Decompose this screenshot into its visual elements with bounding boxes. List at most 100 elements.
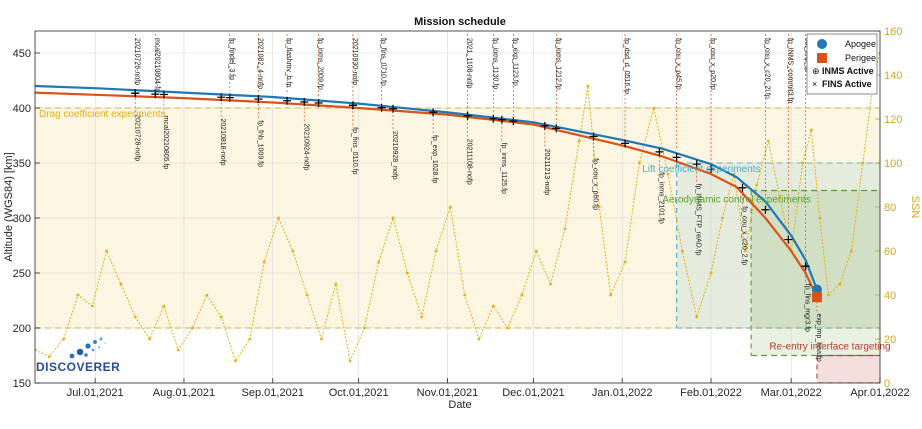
y2-tick-label-2: 40 [884,290,896,302]
activity-marker-14 [707,165,715,174]
ssn-point-46 [680,249,684,253]
activity-marker-31 [692,160,701,169]
lower-label-9: fp_inms_1125.fp [500,143,507,194]
ssn-point-11 [191,326,194,330]
activity-marker-30 [655,147,664,156]
discoverer-logo: DISCOVERER [36,337,120,374]
ssn-point-35 [534,249,538,253]
ssn-point-29 [448,205,452,209]
ssn-point-22 [348,359,352,363]
region-labels: Drag coefficient experiments Lift coeffic… [39,109,891,353]
x-tick-label-7: Feb.01,2022 [680,387,742,399]
activity-marker-16 [784,235,793,244]
x-tick-label-4: Nov.01,2021 [417,387,479,399]
activity-marker-23 [348,101,357,110]
ssn-point-34 [520,293,524,297]
activity-marker-4 [283,96,292,105]
activity-marker-18 [131,89,140,98]
region-3-fill [816,355,880,383]
ssn-point-18 [291,249,295,253]
y2-tick-label-6: 120 [884,114,902,126]
ssn-point-9 [162,304,166,308]
lower-label-13: fp_INMS_FTP_reAD.fp [695,184,702,256]
lower-label-2: 20210818-nofp [219,118,226,165]
activity-marker-9 [489,114,498,123]
ssn-point-52 [755,183,759,187]
ssn-point-27 [420,315,424,319]
upper-label-6: 20210930-nofp [351,38,358,85]
y2-tick-label-8: 160 [884,26,902,38]
legend-apogee-label: Apogee [845,39,876,49]
ssn-point-44 [652,106,656,110]
plot-frame [34,30,881,384]
activity-marker-21 [254,95,263,104]
upper-label-16: fp_INMS_commit3.fp [786,38,793,103]
ssn-point-7 [133,315,137,319]
region-2-label: Aerodynamic control experiments [662,195,810,206]
ssn-point-59 [827,293,830,297]
ssn-point-40 [597,205,601,209]
ssn-point-16 [262,260,266,264]
perigee-endpoint [811,292,822,303]
lower-label-14: fp_cou_x_c20_2.fp [741,206,748,265]
ssn-point-13 [219,315,223,319]
y2-tick-label-3: 60 [884,246,896,258]
ssn-point-23 [363,326,366,330]
chart-title: Mission schedule [414,16,506,28]
apogee-endpoint [811,284,822,295]
activity-marker-11 [552,124,561,133]
legend-apogee-marker [817,39,827,49]
legend-fins-label: FINS Active [822,79,872,89]
lower-label-0: 20210728-nofp [133,114,140,161]
y2-tick-label-5: 100 [884,158,902,170]
ssn-point-58 [818,216,822,220]
lower-label-5: fp_fins_0110.fp [351,127,358,174]
y2-tick-label-7: 140 [884,70,902,82]
activity-marker-27 [497,115,506,124]
activity-marker-13 [672,153,681,162]
y-tick-label-5: 400 [13,103,31,115]
x-tick-label-3: Oct.01,2021 [329,387,389,399]
ssn-point-19 [305,293,309,297]
lower-label-4: 20210924-nofp [302,123,309,170]
upper-label-3: 2021082_4-nofp [256,38,263,89]
activity-marker-26 [463,111,472,120]
activity-marker-22 [300,97,309,106]
upper-label-0: 20210726-nofp [133,38,140,85]
lower-label-7: fp_exp_1028.fp [431,135,438,183]
y-tick-label-6: 450 [13,48,31,60]
ssn-point-14 [234,359,237,363]
ssn-point-12 [205,293,209,297]
y2-tick-label-1: 20 [884,334,896,346]
apogee-line [35,84,819,290]
lower-label-16: exp_mp_bpa.fp [815,314,822,362]
upper-label-4: fp_flashmv_b.fp [285,38,292,88]
upper-label-13: fp_cou_x_p45.fp [675,38,682,90]
upper-label-1: mcal20210804-fp [153,38,160,92]
activity-marker-5 [314,98,323,107]
x-axis-label: Date [448,399,471,411]
y-tick-label-4: 350 [13,158,31,170]
y2-axis-label: SSN [909,196,921,219]
activity-marker-19 [159,90,168,99]
ssn-point-2 [62,337,66,341]
ssn-point-48 [709,271,713,275]
ssn-point-45 [666,172,670,176]
ssn-point-42 [623,260,627,264]
ssn-point-25 [391,216,395,220]
axes: 150 200 250 300 350 400 450 0 20 40 60 80 100 120 140 1… [13,26,910,399]
lower-label-15: fp_fins_mgr3.fp [804,284,811,332]
y-axis-label: Altitude (WGS84) [km] [3,152,15,261]
ssn-point-36 [549,282,552,286]
legend-inms-marker: ⊕ [812,66,820,76]
lower-label-8: 20211108-nofp [466,139,473,185]
ssn-point-6 [119,282,123,286]
legend-inms-label: INMS Active [822,66,874,76]
lower-label-1: mcal20210805.fp [162,116,169,170]
x-tick-label-8: Mar.01,2022 [761,387,822,399]
logo-text: DISCOVERER [36,360,120,374]
activity-marker-7 [377,103,386,112]
flight-plan-labels: 20210726-nofp mcal20210804-fp fp_findel_3.… [133,38,822,362]
lower-label-12: fp_inms_2101.fp [657,172,664,224]
